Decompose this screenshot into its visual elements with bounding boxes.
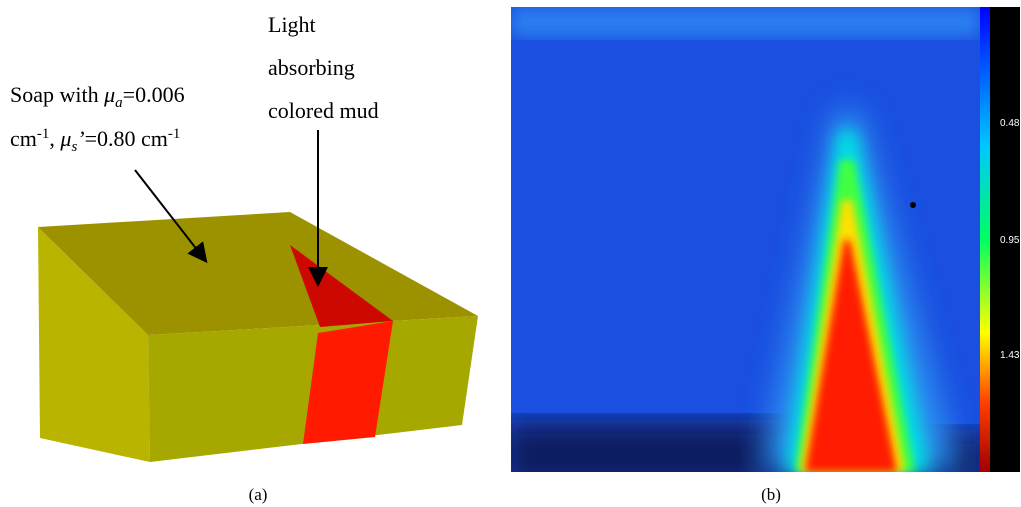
mud-label: absorbing bbox=[268, 55, 355, 80]
heatmap-image bbox=[500, 7, 990, 490]
colorbar-tick-label: 0.95 bbox=[1000, 235, 1020, 246]
caption-a: (a) bbox=[249, 485, 268, 504]
caption-b: (b) bbox=[761, 485, 781, 504]
soap-box bbox=[38, 212, 478, 462]
text-run: =0.80 cm bbox=[85, 126, 168, 151]
soap-label-line2: cm-1, μs’=0.80 cm-1 bbox=[10, 126, 180, 155]
text-run: -1 bbox=[37, 126, 50, 142]
text-run: Soap with bbox=[10, 82, 104, 107]
colorbar-gradient bbox=[980, 7, 990, 472]
text-run: μ bbox=[59, 126, 71, 151]
top-haze bbox=[511, 7, 980, 37]
soap-label-line1: Soap with μa=0.006 bbox=[10, 82, 185, 111]
text-run: , bbox=[49, 126, 60, 151]
text-run: cm bbox=[10, 126, 37, 151]
text-run: a bbox=[115, 95, 123, 111]
text-run: =0.006 bbox=[123, 82, 185, 107]
figure: Soap with μa=0.006 cm-1, μs’=0.80 cm-1 L… bbox=[0, 0, 1021, 507]
marker-dot bbox=[910, 202, 916, 208]
text-run: ’ bbox=[77, 126, 84, 151]
mud-label: Light bbox=[268, 12, 316, 37]
text-run: -1 bbox=[168, 126, 181, 142]
text-run: μ bbox=[103, 82, 115, 107]
colorbar-tick-label: 0.48 bbox=[1000, 118, 1020, 129]
dark-bottom bbox=[500, 420, 800, 490]
colorbar-tick-label: 1.43 bbox=[1000, 350, 1020, 361]
mud-label: colored mud bbox=[268, 98, 379, 123]
